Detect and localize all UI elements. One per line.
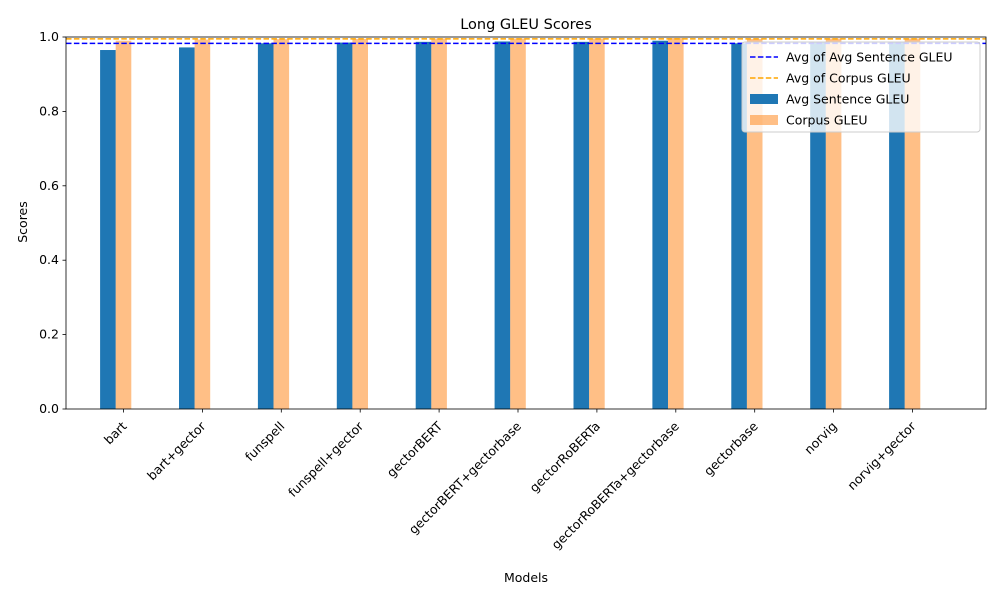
bar-0-8 [731, 43, 747, 409]
bar-1-2 [273, 39, 290, 410]
plot-frame [65, 36, 987, 410]
bar-1-4 [431, 38, 447, 409]
legend: Avg of Avg Sentence GLEU Avg of Corpus GL… [741, 41, 981, 133]
bar-0-0 [100, 50, 116, 410]
bar-0-4 [415, 41, 432, 409]
bar-0-1 [179, 47, 195, 409]
legend-series-label-0: Avg Sentence GLEU [786, 92, 909, 107]
legend-swatch-1 [750, 115, 778, 125]
bar-1-5 [510, 38, 526, 409]
bar-0-10 [889, 41, 905, 409]
bar-0-2 [257, 43, 274, 409]
legend-line-label-0: Avg of Avg Sentence GLEU [786, 50, 953, 65]
y-tick-label-0: 0.0 [39, 401, 59, 416]
bar-0-3 [336, 42, 353, 410]
legend-swatch-0 [750, 94, 778, 104]
y-tick-label-3: 0.6 [39, 178, 59, 193]
legend-box [741, 41, 981, 133]
y-axis-label: Scores [15, 201, 30, 243]
y-tick-label-1: 0.2 [39, 327, 59, 342]
bar-1-7 [668, 38, 684, 410]
bar-1-6 [589, 38, 605, 409]
bar-0-7 [652, 40, 668, 409]
bar-0-6 [573, 41, 590, 409]
legend-series-label-1: Corpus GLEU [786, 113, 868, 128]
bar-1-0 [115, 40, 132, 409]
x-axis-label: Models [504, 570, 548, 585]
bar-1-1 [194, 39, 211, 409]
legend-line-label-1: Avg of Corpus GLEU [786, 71, 911, 86]
bar-1-3 [352, 38, 368, 410]
y-tick-label-4: 0.8 [39, 103, 59, 118]
chart-title: Long GLEU Scores [460, 17, 592, 33]
bar-0-9 [810, 42, 826, 409]
y-tick-label-2: 0.4 [39, 252, 59, 267]
bar-0-5 [494, 41, 511, 410]
y-tick-label-5: 1.0 [39, 29, 59, 44]
